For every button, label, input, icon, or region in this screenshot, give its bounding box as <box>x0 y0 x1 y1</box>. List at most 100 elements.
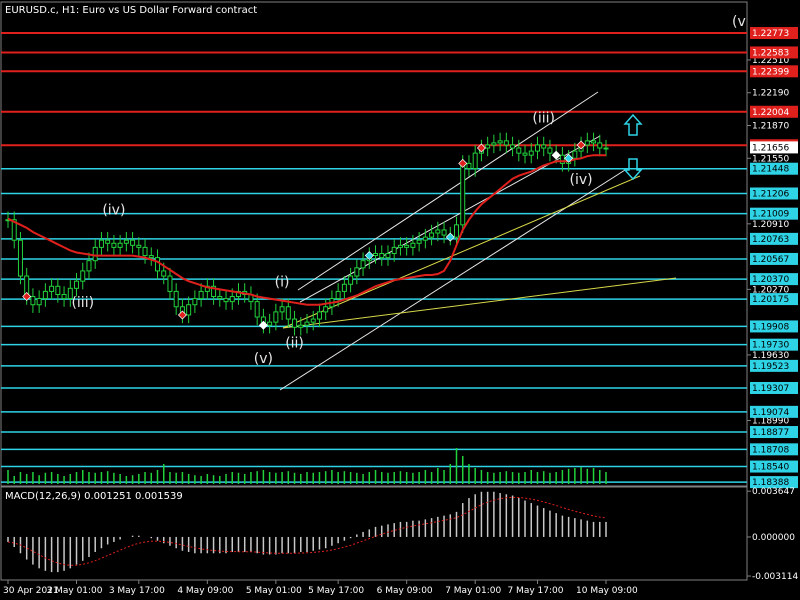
candle-body <box>335 290 341 300</box>
signal-arrows[interactable] <box>623 113 643 181</box>
cyan-level-tag <box>750 273 798 286</box>
time-tick-label: 7 May 17:00 <box>507 586 563 596</box>
fractal-marker <box>476 143 486 153</box>
candle-body <box>572 150 578 159</box>
candle-body <box>279 306 285 313</box>
cyan-level-tag <box>750 476 798 489</box>
candle-body <box>503 140 509 146</box>
red-level-tag <box>750 46 798 59</box>
time-tick-label: 10 May 09:00 <box>576 586 638 596</box>
price-tick-label: 1.21870 <box>752 121 789 131</box>
candle-body <box>117 242 123 248</box>
current-price-label: 1.21656 <box>752 143 789 153</box>
candle-body <box>323 306 329 313</box>
time-tick-label: 3 May 17:00 <box>109 586 165 596</box>
time-tick-label: 5 May 17:00 <box>308 586 364 596</box>
macd-label: MACD(12,26,9) 0.001251 0.001539 <box>5 491 183 502</box>
cyan-level-tag-label: 1.18388 <box>752 478 789 488</box>
candle-body <box>603 147 609 150</box>
price-tick-label: 1.20270 <box>752 285 789 295</box>
cyan-level-tag-label: 1.21206 <box>752 189 789 199</box>
trend-line-flat[interactable] <box>282 277 677 329</box>
cyan-level-tag <box>750 320 798 333</box>
time-tick-label: 30 Apr 2021 <box>3 586 59 596</box>
candle-body <box>528 150 534 156</box>
channel-lower-line[interactable] <box>279 169 626 391</box>
red-level-tag-label: 1.22583 <box>752 48 789 58</box>
cyan-level-tag <box>750 162 798 175</box>
macd-axis[interactable]: 0.003647 0.000000 -0.003114 <box>747 487 798 582</box>
candle-body <box>105 239 111 244</box>
price-axis[interactable]: 1.22510 1.22190 1.21870 1.21550 1.20910 1.202… <box>747 27 798 489</box>
candle-body <box>211 285 217 298</box>
elliott-wave-labels[interactable]: (iv) (iii) (i) (v) (ii) (iii) (iv) <box>71 110 592 367</box>
candle-body <box>385 253 391 259</box>
price-tick-label: 1.20910 <box>752 220 789 230</box>
cyan-level-tag <box>750 187 798 200</box>
wave-label[interactable]: (iv) <box>570 172 593 188</box>
candle-body <box>522 152 528 156</box>
cyan-level-tag <box>750 426 798 439</box>
candle-body <box>422 236 428 241</box>
support-resistance-levels[interactable] <box>1 32 747 483</box>
candle-body <box>167 275 173 292</box>
candle-body <box>229 296 235 303</box>
wave-label[interactable]: (ii) <box>285 336 304 352</box>
candle-body <box>192 298 198 306</box>
candle-body <box>547 147 553 154</box>
candle-body <box>17 239 23 277</box>
wave-label[interactable]: (v) <box>254 351 273 367</box>
candle-body <box>416 239 422 244</box>
candle-body <box>410 242 416 248</box>
fractal-marker <box>22 292 32 302</box>
cyan-level-tag-label: 1.21448 <box>752 165 789 175</box>
fractal-marker <box>564 153 574 163</box>
channel-upper-line[interactable] <box>297 91 599 291</box>
candle-body <box>460 162 466 226</box>
candle-body <box>391 246 397 255</box>
price-candles <box>5 132 609 336</box>
cyan-level-tag-label: 1.20370 <box>752 275 789 285</box>
chart-title: EURUSD.c, H1: Euro vs US Dollar Forward … <box>5 5 257 16</box>
up-arrow-icon[interactable] <box>623 113 643 136</box>
candle-body <box>316 311 322 320</box>
candle-body <box>136 244 142 248</box>
macd-tick-label: -0.003114 <box>752 572 798 582</box>
candle-body <box>354 267 360 277</box>
candle-body <box>123 239 129 244</box>
price-tick-label: 1.22510 <box>752 56 789 66</box>
down-arrow-icon[interactable] <box>623 158 643 181</box>
candle-body <box>491 142 497 146</box>
time-tick-label: 3 May 01:00 <box>47 586 103 596</box>
wave-label[interactable]: (i) <box>275 274 290 290</box>
cyan-level-tag <box>750 359 798 372</box>
candle-body <box>142 246 148 257</box>
wave-label[interactable]: (iv) <box>102 203 125 219</box>
red-level-tag <box>750 27 798 40</box>
price-tick-label: 1.18990 <box>752 416 789 426</box>
cyan-level-tag-label: 1.20175 <box>752 295 789 305</box>
candle-body <box>55 285 61 295</box>
current-price-tag <box>750 141 798 154</box>
candle-body <box>80 270 86 282</box>
candle-body <box>98 239 104 248</box>
candle-body <box>341 283 347 292</box>
price-tick-label: 1.21550 <box>752 154 789 164</box>
wave-label[interactable]: (iii) <box>71 295 94 311</box>
candle-body <box>304 321 310 326</box>
price-tick-label: 1.22190 <box>752 89 789 99</box>
candle-body <box>36 298 42 306</box>
price-tick-label: 1.19630 <box>752 351 789 361</box>
volume-bars <box>7 448 607 484</box>
trend-line-steep[interactable] <box>282 175 641 329</box>
candle-body <box>186 304 192 316</box>
candle-body <box>373 253 379 257</box>
candle-body <box>466 162 472 170</box>
fractal-markers <box>22 140 586 330</box>
cyan-level-tag-label: 1.20567 <box>752 255 789 265</box>
wave-label[interactable]: (iii) <box>532 110 555 126</box>
wave-corner-label: (v <box>732 14 746 30</box>
